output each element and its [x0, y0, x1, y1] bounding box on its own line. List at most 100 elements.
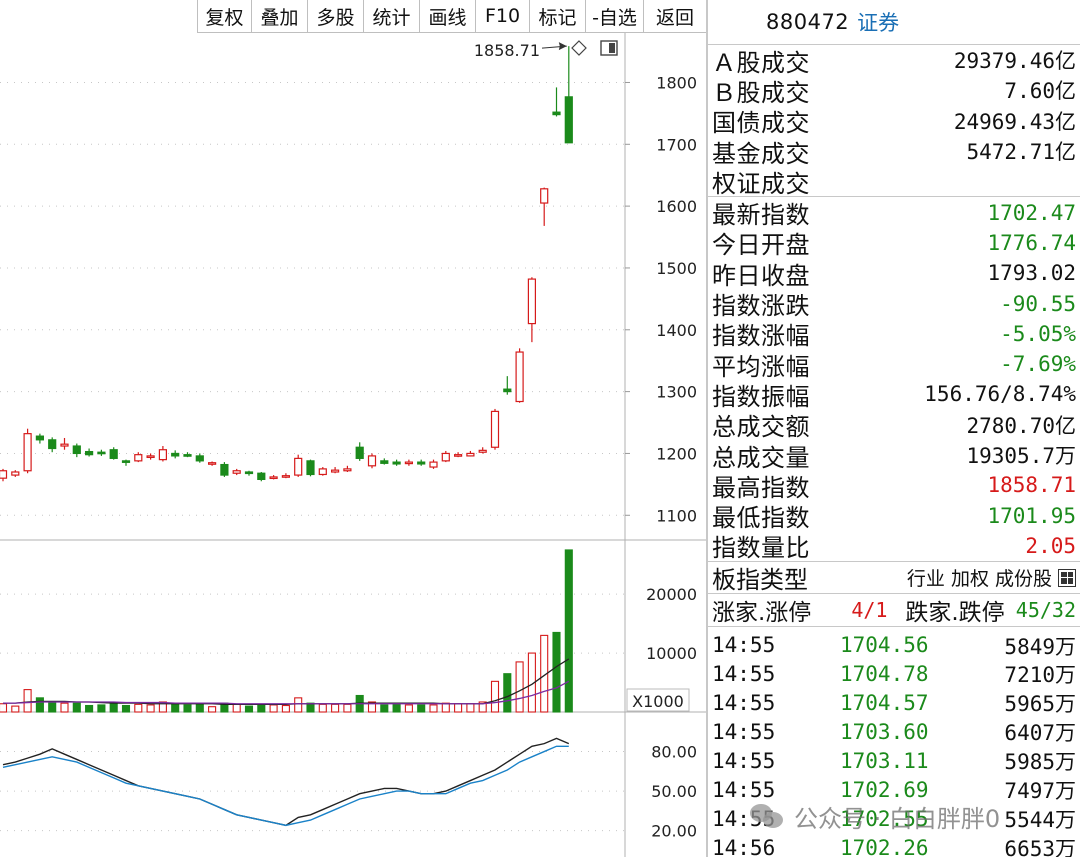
row-label: 平均涨幅: [712, 352, 810, 381]
index-rows-item: 平均涨幅 -7.69%: [708, 349, 1080, 381]
index-rows-item: 最低指数 1701.95: [708, 500, 1080, 533]
price-axis-label: 1100: [656, 506, 697, 525]
index-rows-item: 最新指数 1702.47: [708, 197, 1080, 230]
tick-list[interactable]: 14:55 1704.56 5849万 14:55 1704.78 7210万 14:55 1…: [708, 627, 1080, 857]
index-rows-item: 总成交量 19305.7万: [708, 440, 1080, 472]
toolbar-button-3[interactable]: 统计: [363, 0, 419, 33]
tick-volume-number: 5544: [1004, 807, 1055, 832]
tick-volume: 5849万: [1004, 631, 1076, 661]
candle-body: [466, 452, 475, 457]
indicator-axis-label: 80.00: [651, 743, 697, 762]
row-label: 总成交量: [712, 443, 810, 472]
toolbar-button-5[interactable]: F10: [475, 0, 529, 33]
index-rows-item: 指数涨跌 -90.55: [708, 288, 1080, 321]
tick-volume-unit: 万: [1055, 663, 1076, 688]
row-value: 156.76/8.74%: [924, 382, 1076, 407]
volume-bar: [281, 704, 290, 713]
tick-volume-unit: 万: [1055, 721, 1076, 746]
row-value: 24969.43亿: [953, 109, 1076, 134]
tick-row: 14:55 1704.78 7210万: [708, 660, 1080, 689]
volume-bar: [60, 702, 69, 713]
volume-bar: [146, 704, 155, 713]
candle-body: [232, 470, 241, 474]
tick-volume: 5965万: [1004, 688, 1076, 718]
index-rows-item: 昨日收盘 1793.02: [708, 258, 1080, 290]
volume-bar: [306, 702, 315, 713]
row-value: -90.55: [1000, 291, 1076, 316]
indicator-axis-label: 20.00: [651, 822, 697, 841]
stock-header: 880472 证券: [708, 0, 1080, 44]
toolbar-button-0[interactable]: 复权: [197, 0, 251, 33]
candle-body: [257, 472, 266, 481]
candle-body: [417, 461, 426, 465]
grid-icon[interactable]: [1058, 568, 1076, 587]
candle-body: [281, 475, 290, 478]
volume-bar: [503, 673, 512, 713]
candle-body: [23, 433, 32, 472]
toolbar-button-2[interactable]: 多股: [307, 0, 363, 33]
candle-body: [380, 460, 389, 464]
price-axis-label: 1500: [656, 259, 697, 278]
volume-bar: [417, 704, 426, 713]
tick-volume: 6653万: [1004, 833, 1076, 857]
tick-volume-unit: 万: [1055, 807, 1076, 832]
candle-body: [355, 446, 364, 459]
row-value: -5.05%: [1000, 321, 1076, 346]
tick-volume: 7210万: [1004, 659, 1076, 689]
volume-bar: [121, 704, 131, 713]
tick-time: 14:56: [712, 835, 776, 857]
candle-body: [195, 455, 204, 462]
volume-bar: [552, 631, 561, 713]
toolbar-button-7[interactable]: -自选: [585, 0, 643, 33]
kline-chart[interactable]: 1800 1700 1600 1500 1400 1300 1200 1100 20000 100…: [0, 0, 706, 857]
tick-price: 1704.57: [840, 691, 929, 716]
tick-volume-number: 5985: [1004, 750, 1055, 775]
tick-row: 14:55 1703.60 6407万: [708, 718, 1080, 747]
kline-chart-panel[interactable]: 1800 1700 1600 1500 1400 1300 1200 1100 20000 100…: [0, 0, 706, 857]
volume-bar: [195, 703, 204, 713]
toolbar-button-8[interactable]: 返回: [643, 0, 706, 33]
candle-body: [527, 278, 537, 325]
candle-body: [478, 449, 487, 453]
tick-volume: 6407万: [1004, 717, 1076, 747]
volume-bar: [331, 703, 340, 713]
quote-panel: 880472 证券 Ａ股成交 29379.46亿 Ｂ股成交 7.60亿 国债成交 2496…: [706, 0, 1080, 857]
index-rows-item: 今日开盘 1776.74: [708, 228, 1080, 260]
tick-row: 14:55 1702.55 5544万: [708, 804, 1080, 833]
candle-body: [208, 462, 217, 465]
volume-unit-box: [626, 688, 690, 712]
volume-bar: [269, 704, 278, 713]
tick-price: 1702.69: [840, 777, 929, 802]
row-value: 1793.02: [987, 261, 1076, 286]
decline-label: 跌家.跌停: [905, 600, 1005, 627]
row-value: 7.60亿: [1004, 79, 1076, 104]
tick-price: 1703.11: [840, 749, 929, 774]
row-value: 19305.7万: [966, 444, 1076, 468]
tick-time: 14:55: [712, 691, 776, 716]
volume-bar: [171, 703, 180, 713]
candle-body: [269, 476, 278, 480]
trade-summary: Ａ股成交 29379.46亿 Ｂ股成交 7.60亿 国债成交 24969.43亿 基金成交 5…: [708, 44, 1080, 198]
candle-body: [146, 455, 155, 459]
candle-body: [220, 463, 229, 476]
peak-label: 1858.71: [474, 41, 540, 60]
candle-body: [183, 454, 192, 457]
trade-rows-item: Ｂ股成交 7.60亿: [708, 75, 1080, 107]
stock-name[interactable]: 证券: [857, 11, 900, 35]
volume-bar: [35, 697, 44, 713]
row-label: 最高指数: [712, 473, 810, 502]
row-label: 总成交额: [712, 413, 810, 442]
candle-body: [294, 457, 303, 476]
toolbar-button-6[interactable]: 标记: [529, 0, 585, 33]
tick-price: 1704.56: [840, 633, 929, 658]
toolbar-button-1[interactable]: 叠加: [251, 0, 307, 33]
row-value: 1776.74: [987, 230, 1076, 255]
candle-body: [97, 451, 106, 455]
tick-row: 14:55 1703.11 5985万: [708, 747, 1080, 776]
candle-body: [503, 388, 512, 393]
index-rows-item: 最高指数 1858.71: [708, 470, 1080, 502]
toolbar-button-4[interactable]: 画线: [419, 0, 475, 33]
tick-volume: 5544万: [1004, 804, 1076, 834]
row-value: 1702.47: [987, 200, 1076, 225]
volume-bar: [564, 549, 573, 713]
